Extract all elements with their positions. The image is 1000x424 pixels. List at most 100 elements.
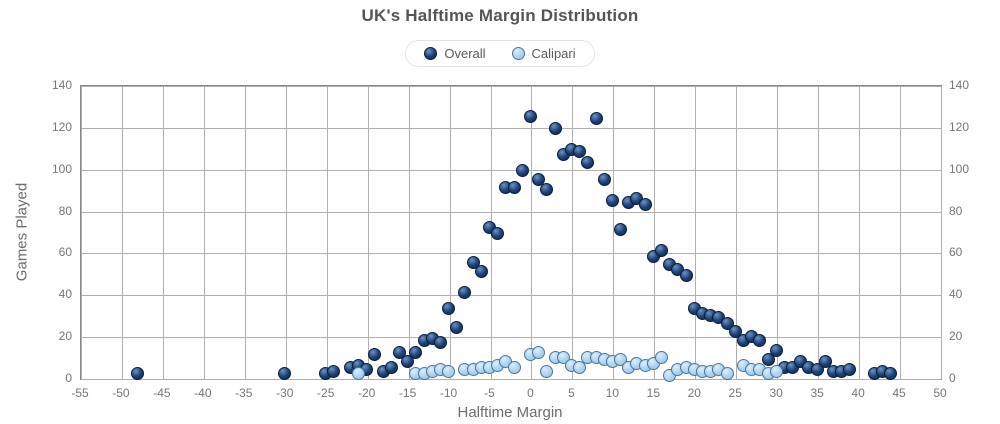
gridline-x--30 [286,86,287,379]
legend-label-overall: Overall [444,46,486,61]
data-point-overall[interactable] [474,264,488,278]
chart-title: UK's Halftime Margin Distribution [361,6,639,25]
y-tick-label-right-60: 60 [949,245,963,260]
x-tick-label-5: 5 [568,386,575,400]
data-point-calipari[interactable] [507,361,521,375]
x-tick-label--20: -20 [357,386,376,400]
data-point-overall[interactable] [278,367,292,381]
x-tick-label-10: 10 [605,386,620,400]
y-tick-label-left-40: 40 [58,287,72,302]
x-tick-label-40: 40 [851,386,865,400]
data-point-calipari[interactable] [720,367,734,381]
data-point-overall[interactable] [540,183,554,197]
data-point-calipari[interactable] [769,365,783,379]
data-point-overall[interactable] [548,122,562,136]
x-tick-label-15: 15 [646,386,661,400]
data-point-overall[interactable] [458,285,472,299]
data-point-overall[interactable] [843,363,857,377]
legend-label-calipari: Calipari [531,46,576,61]
data-point-overall[interactable] [589,111,603,125]
data-point-overall[interactable] [532,172,546,186]
x-tick-label-0: 0 [527,386,534,400]
data-point-overall[interactable] [655,243,669,257]
x-tick-label--40: -40 [194,386,212,400]
data-point-overall[interactable] [450,321,464,335]
legend-item-calipari[interactable]: Calipari [511,46,576,61]
data-point-calipari[interactable] [573,361,587,375]
gridline-x--45 [163,86,164,379]
x-tick-label--25: -25 [317,386,335,400]
gridline-x-25 [736,86,737,379]
calipari-marker-icon [511,47,525,60]
data-point-calipari[interactable] [540,365,554,379]
gridline-x-15 [654,86,655,379]
gridline-x--55 [81,86,82,379]
data-point-overall[interactable] [130,367,144,381]
gridline-y-0 [81,379,941,380]
y-tick-label-right-120: 120 [949,119,970,134]
data-point-overall[interactable] [573,145,587,159]
data-point-overall[interactable] [818,354,832,368]
data-point-overall[interactable] [769,344,783,358]
data-point-overall[interactable] [605,193,619,207]
data-point-calipari[interactable] [442,365,456,379]
gridline-x--10 [450,86,451,379]
data-point-overall[interactable] [507,181,521,195]
gridline-x--20 [368,86,369,379]
x-tick-label-50: 50 [933,386,947,400]
data-point-overall[interactable] [884,367,898,381]
data-point-overall[interactable] [442,302,456,316]
data-point-calipari[interactable] [532,346,546,360]
gridline-y-140 [81,86,941,87]
data-point-overall[interactable] [523,109,537,123]
x-tick-label-35: 35 [810,386,824,400]
gridline-y-100 [81,170,941,171]
gridline-y-40 [81,295,941,296]
data-point-overall[interactable] [614,222,628,236]
y-tick-label-left-60: 60 [58,245,72,260]
data-point-overall[interactable] [761,352,775,366]
data-point-calipari[interactable] [655,350,669,364]
gridline-x-30 [777,86,778,379]
gridline-x-0 [531,86,532,379]
gridline-x-20 [695,86,696,379]
data-point-overall[interactable] [638,197,652,211]
y-tick-label-left-100: 100 [51,161,72,176]
data-point-overall[interactable] [597,172,611,186]
data-point-overall[interactable] [327,365,341,379]
x-tick-label--50: -50 [112,386,130,400]
x-tick-label--5: -5 [484,386,495,400]
gridline-x--50 [122,86,123,379]
x-tick-label--55: -55 [71,386,89,400]
y-tick-label-right-20: 20 [949,329,963,344]
x-tick-label--10: -10 [439,386,458,400]
gridline-y-80 [81,212,941,213]
gridline-y-20 [81,337,941,338]
data-point-overall[interactable] [679,268,693,282]
gridline-x-50 [941,86,942,379]
x-tick-label-30: 30 [769,386,783,400]
plot-area [80,85,942,380]
y-tick-label-right-100: 100 [949,161,970,176]
legend-item-overall[interactable]: Overall [424,46,486,61]
data-point-overall[interactable] [433,335,447,349]
gridline-y-60 [81,253,941,254]
data-point-overall[interactable] [581,155,595,169]
legend-wrap: Overall Calipari [0,40,1000,67]
data-point-overall[interactable] [753,333,767,347]
data-point-overall[interactable] [491,227,505,241]
y-tick-label-right-0: 0 [949,371,956,385]
data-point-calipari[interactable] [351,367,365,381]
data-point-overall[interactable] [515,164,529,178]
data-point-overall[interactable] [384,361,398,375]
data-point-overall[interactable] [409,346,423,360]
x-tick-label-45: 45 [892,386,906,400]
gridline-x--25 [327,86,328,379]
data-point-overall[interactable] [401,354,415,368]
gridline-x-45 [900,86,901,379]
gridline-x--35 [245,86,246,379]
overall-marker-icon [424,47,438,60]
data-point-overall[interactable] [368,348,382,362]
x-tick-label--45: -45 [153,386,171,400]
